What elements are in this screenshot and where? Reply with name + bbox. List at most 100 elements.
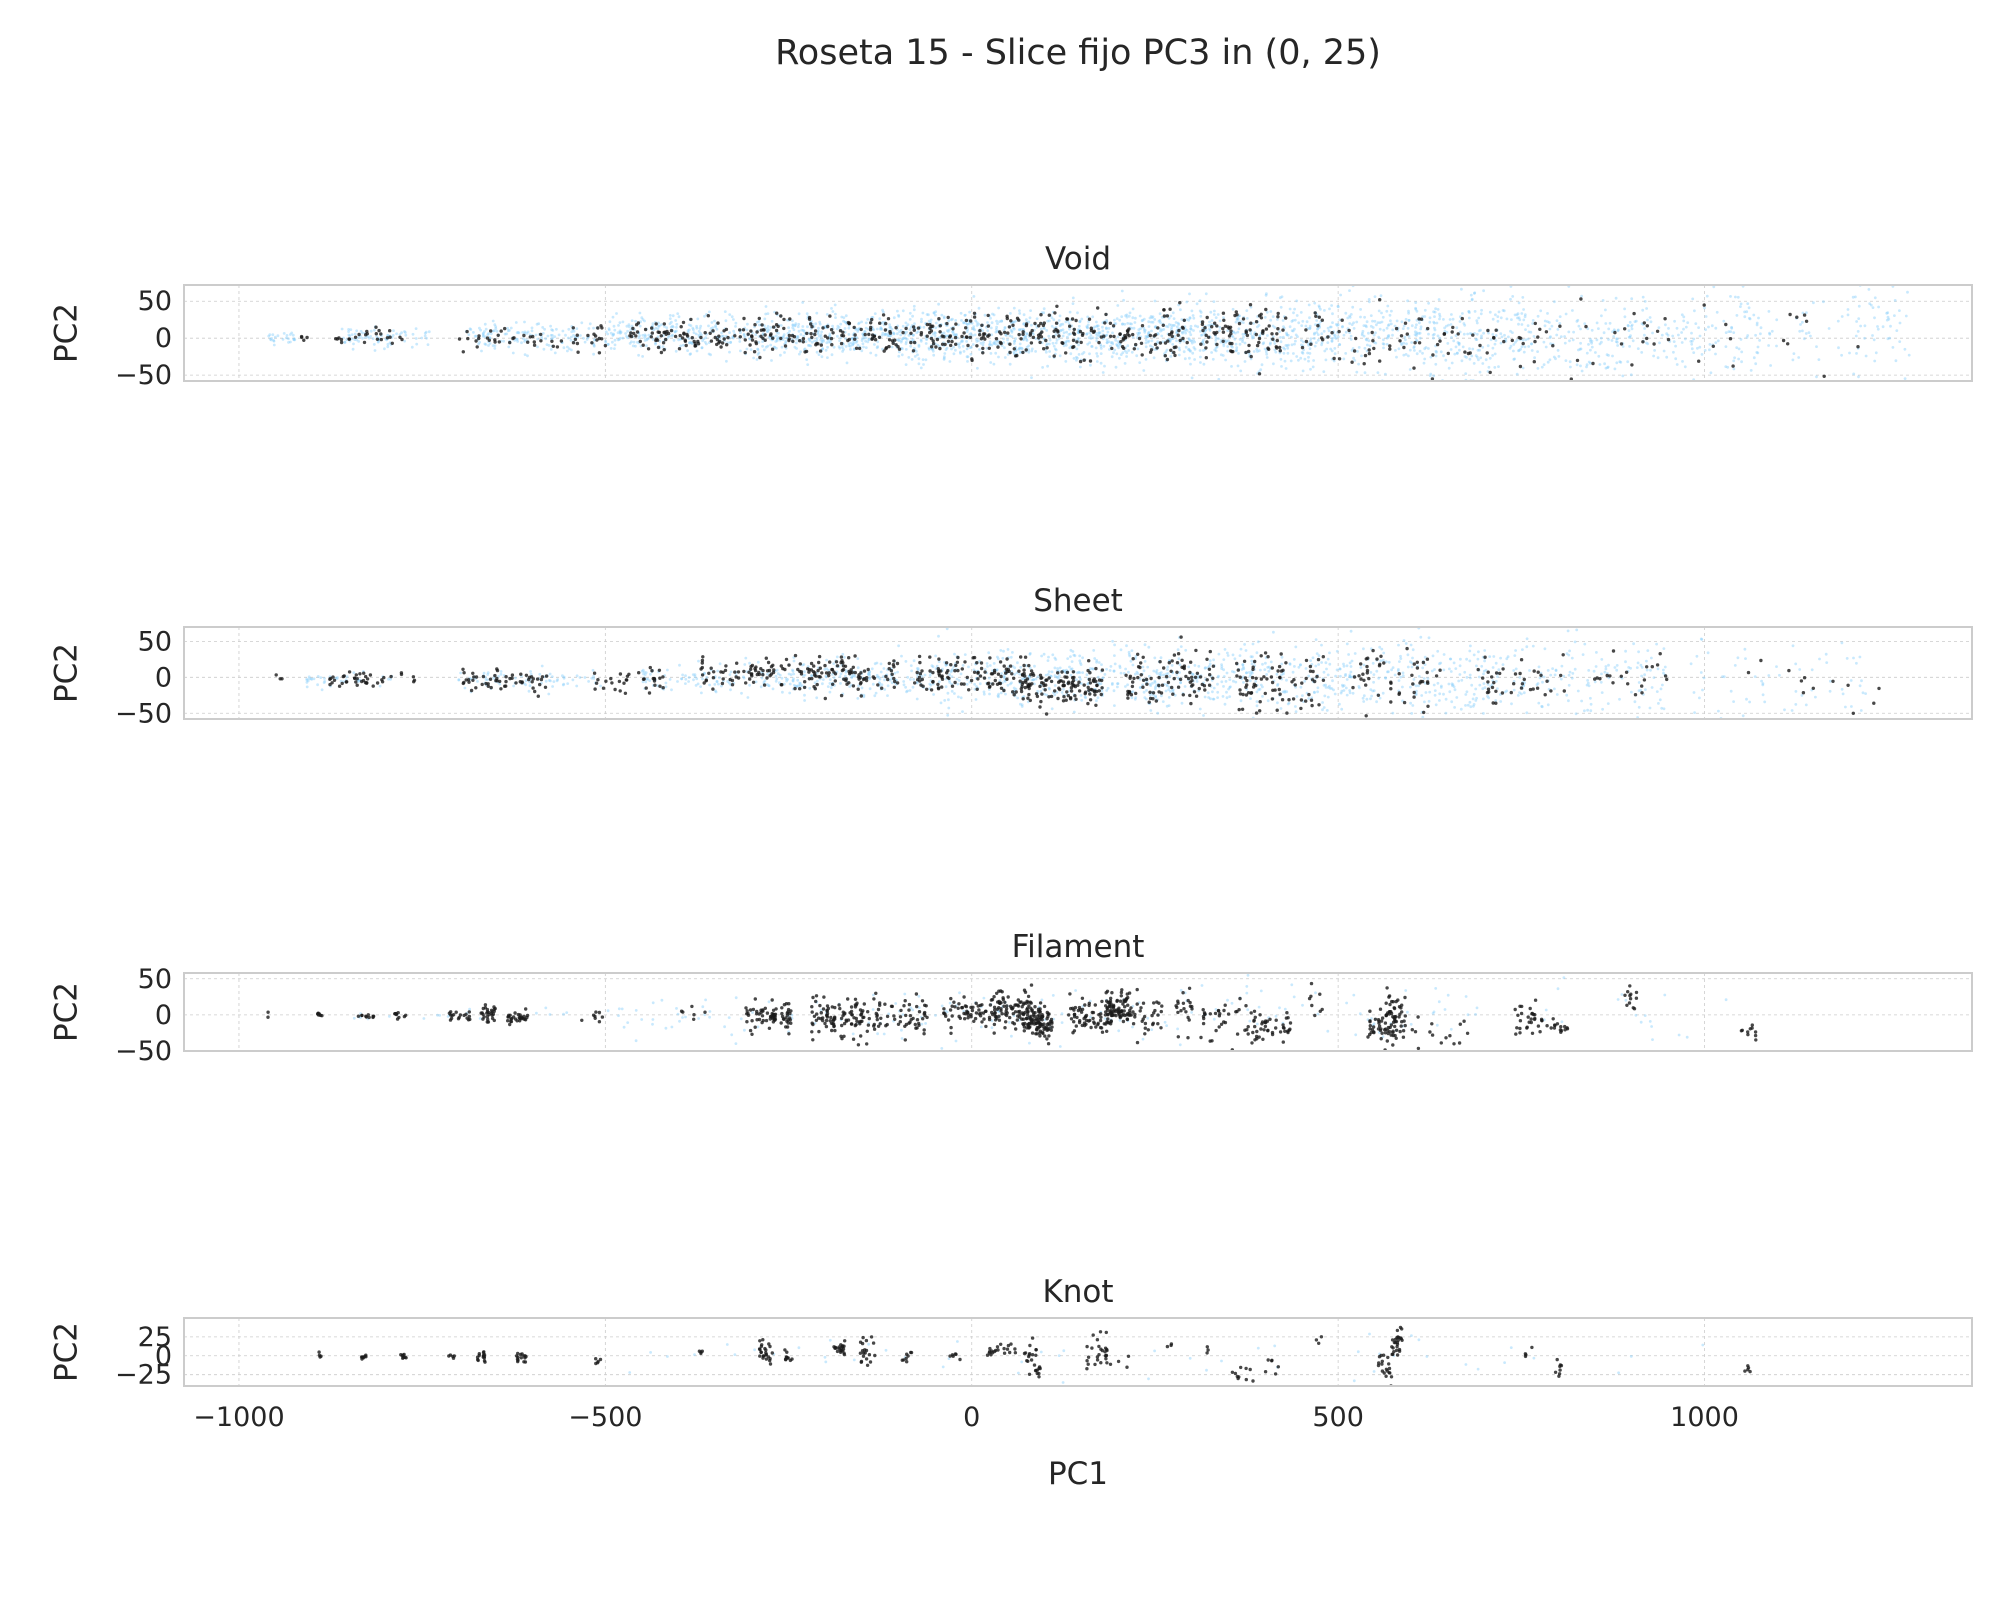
background-point	[1295, 695, 1299, 698]
background-point	[1150, 329, 1153, 333]
background-point	[703, 314, 706, 318]
background-point	[1476, 657, 1480, 661]
background-point	[647, 333, 651, 337]
highlight-point	[953, 335, 958, 340]
background-point	[1332, 359, 1336, 363]
background-point	[700, 333, 703, 337]
background-point	[1292, 311, 1295, 315]
background-point	[1415, 332, 1419, 336]
background-point	[1541, 680, 1544, 684]
background-point	[1211, 690, 1214, 694]
background-point	[1575, 320, 1579, 323]
background-point	[343, 341, 347, 344]
background-point	[1873, 296, 1877, 300]
background-point	[1324, 358, 1328, 362]
background-point	[1564, 359, 1568, 362]
highlight-point	[938, 324, 942, 328]
background-point	[881, 308, 884, 312]
background-point	[1633, 320, 1637, 323]
background-point	[1662, 349, 1666, 353]
background-point	[1428, 320, 1432, 324]
background-point	[801, 325, 805, 328]
background-point	[1198, 349, 1202, 352]
background-point	[1320, 661, 1323, 664]
highlight-point	[1021, 330, 1025, 334]
background-point	[1477, 650, 1480, 654]
background-point	[1053, 684, 1057, 687]
background-point	[674, 349, 678, 353]
background-point	[987, 651, 991, 655]
background-point	[1020, 346, 1023, 350]
background-point	[643, 333, 647, 337]
background-point	[1079, 678, 1082, 681]
background-point	[1365, 697, 1369, 701]
highlight-point	[1045, 346, 1049, 350]
background-point	[1635, 666, 1639, 669]
background-point	[1153, 348, 1157, 351]
background-point	[1482, 331, 1485, 335]
background-point	[923, 673, 927, 677]
background-point	[1385, 309, 1389, 313]
background-point	[864, 326, 868, 330]
background-point	[1494, 334, 1498, 337]
background-point	[644, 671, 648, 674]
background-point	[626, 336, 629, 340]
background-point	[986, 321, 989, 324]
background-point	[1414, 326, 1417, 329]
background-point	[1645, 307, 1648, 310]
background-point	[1603, 362, 1606, 366]
background-point	[1543, 324, 1547, 328]
background-point	[606, 342, 610, 346]
highlight-point	[689, 317, 693, 322]
background-point	[1005, 334, 1008, 337]
background-point	[1715, 310, 1719, 314]
subplots: Void500−50PC2Sheet500−50PC2Filament500−5…	[49, 241, 1973, 1391]
background-point	[511, 351, 515, 355]
background-point	[1105, 341, 1109, 345]
background-point	[1722, 319, 1726, 323]
background-point	[1454, 345, 1458, 349]
background-point	[1138, 677, 1142, 681]
background-point	[668, 317, 672, 320]
background-point	[1012, 342, 1016, 345]
background-point	[1128, 654, 1132, 658]
background-point	[1768, 331, 1771, 335]
background-point	[1256, 350, 1259, 353]
background-point	[1513, 357, 1516, 361]
background-point	[1259, 683, 1263, 687]
background-point	[272, 339, 276, 343]
highlight-point	[379, 337, 383, 342]
background-point	[1030, 678, 1034, 682]
background-point	[881, 331, 885, 335]
background-point	[1187, 318, 1191, 322]
background-point	[1417, 684, 1420, 688]
background-point	[1124, 685, 1127, 688]
background-point	[1265, 673, 1268, 676]
background-point	[1457, 342, 1461, 345]
highlight-point	[752, 350, 757, 354]
highlight-point	[1613, 330, 1617, 335]
background-point	[1363, 371, 1367, 375]
background-point	[1249, 697, 1252, 700]
background-point	[281, 338, 285, 341]
background-point	[1349, 334, 1353, 338]
background-point	[1396, 669, 1400, 673]
background-point	[1131, 307, 1135, 311]
background-point	[1113, 348, 1117, 352]
highlight-point	[662, 322, 666, 326]
background-point	[775, 337, 779, 341]
background-point	[1898, 321, 1902, 325]
background-point	[841, 652, 845, 656]
background-point	[929, 318, 933, 322]
background-point	[1097, 661, 1101, 664]
background-point	[1628, 345, 1631, 348]
background-point	[1504, 337, 1508, 341]
background-point	[1057, 676, 1060, 680]
background-point	[1414, 693, 1418, 696]
background-point	[347, 330, 350, 333]
background-point	[1595, 321, 1599, 325]
background-point	[1399, 654, 1402, 658]
highlight-point	[1463, 350, 1467, 354]
background-point	[1656, 356, 1660, 360]
highlight-point	[1103, 321, 1107, 325]
